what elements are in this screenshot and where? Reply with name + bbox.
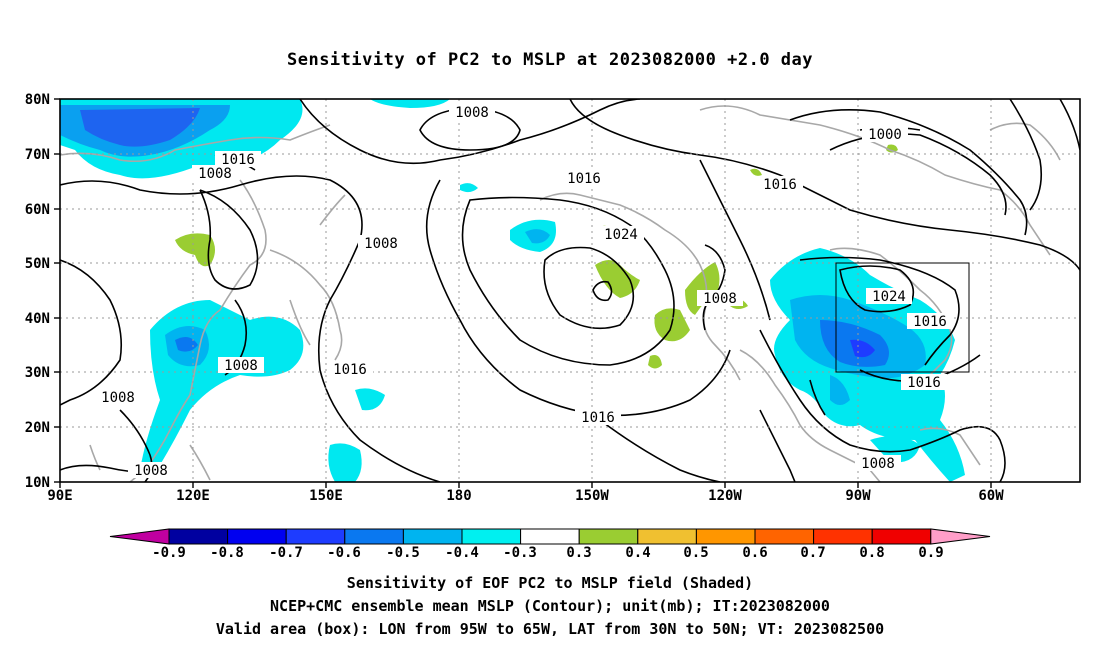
colorbar-swatch [168,528,229,545]
caption-line-1: Sensitivity of EOF PC2 to MSLP field (Sh… [346,574,754,592]
colorbar-label: -0.5 [386,545,420,561]
colorbar-swatch [344,528,404,545]
positive-sensitivity-shading [175,144,898,369]
contour-labels: 1008 1016 1008 1016 1008 1008 1016 1024 … [101,105,947,479]
colorbar-label: 0.3 [566,545,591,561]
lat-tick-label: 60N [25,202,50,218]
contour-label: 1016 [581,410,615,426]
colorbar-label: 0.9 [918,545,943,561]
negative-sensitivity-shading [60,99,965,482]
contour-label: 1024 [872,289,906,305]
colorbar-swatch [578,528,639,545]
colorbar-left-arrow [109,528,170,545]
colorbar-label: 0.5 [683,545,708,561]
caption-line-3: Valid area (box): LON from 95W to 65W, L… [215,620,885,638]
contour-label: 1008 [455,105,489,121]
map-title: Sensitivity of PC2 to MSLP at 2023082000… [286,50,813,70]
lat-axis-labels: 80N 70N 60N 50N 40N 30N 20N 10N [25,92,50,491]
lon-axis-labels: 90E 120E 150E 180 150W 120W 90W 60W [47,488,1004,504]
lat-tick-label: 10N [25,475,50,491]
lon-tick-label: 60W [978,488,1004,504]
coastlines [60,105,1061,482]
contour-label: 1016 [913,314,947,330]
lat-tick-label: 80N [25,92,50,108]
colorbar-label: 0.6 [742,545,767,561]
colorbar-labels: -0.9 -0.8 -0.7 -0.6 -0.5 -0.4 -0.3 0.3 0… [152,545,944,561]
axis-ticks [54,98,992,488]
contour-label: 1008 [364,236,398,252]
colorbar-label: 0.8 [859,545,884,561]
colorbar-label: -0.7 [269,545,303,561]
contour-label: 1000 [868,127,902,143]
colorbar-label: -0.4 [445,545,479,561]
colorbar-label: -0.8 [210,545,244,561]
contour-label: 1016 [333,362,367,378]
lon-tick-label: 120E [176,488,210,504]
contour-label: 1008 [224,358,258,374]
lon-tick-label: 150W [575,488,609,504]
colorbar-label: -0.6 [327,545,361,561]
lon-tick-label: 150E [309,488,343,504]
colorbar [109,528,991,545]
colorbar-label: -0.3 [503,545,537,561]
colorbar-swatch [871,528,932,545]
lat-tick-label: 50N [25,256,50,272]
contour-label: 1008 [861,456,895,472]
colorbar-swatch [285,528,346,545]
colorbar-label: 0.7 [800,545,825,561]
colorbar-swatch [813,528,873,545]
lon-tick-label: 120W [708,488,742,504]
colorbar-label: -0.9 [152,545,186,561]
contour-label: 1024 [604,227,638,243]
contour-label: 1016 [567,171,601,187]
colorbar-swatch [520,528,580,545]
colorbar-label: 0.4 [625,545,650,561]
lat-tick-label: 70N [25,147,50,163]
contour-label: 1008 [198,166,232,182]
colorbar-swatch [695,528,756,545]
lon-tick-label: 90E [47,488,72,504]
colorbar-right-arrow [930,528,991,545]
colorbar-swatch [402,528,463,545]
contour-label: 1016 [763,177,797,193]
caption-line-2: NCEP+CMC ensemble mean MSLP (Contour); u… [270,597,830,615]
lon-tick-label: 180 [446,488,471,504]
colorbar-swatch [461,528,522,545]
lat-tick-label: 30N [25,365,50,381]
contour-label: 1008 [703,291,737,307]
valid-area-box [835,262,970,373]
lat-tick-label: 40N [25,311,50,327]
lat-tick-label: 20N [25,420,50,436]
contour-label: 1008 [101,390,135,406]
contour-label: 1008 [134,463,168,479]
plot-frame [59,98,1081,483]
contour-label: 1016 [907,375,941,391]
contour-label: 1016 [221,152,255,168]
colorbar-swatch [227,528,287,545]
colorbar-swatch [637,528,697,545]
colorbar-swatch [754,528,815,545]
lon-tick-label: 90W [845,488,871,504]
